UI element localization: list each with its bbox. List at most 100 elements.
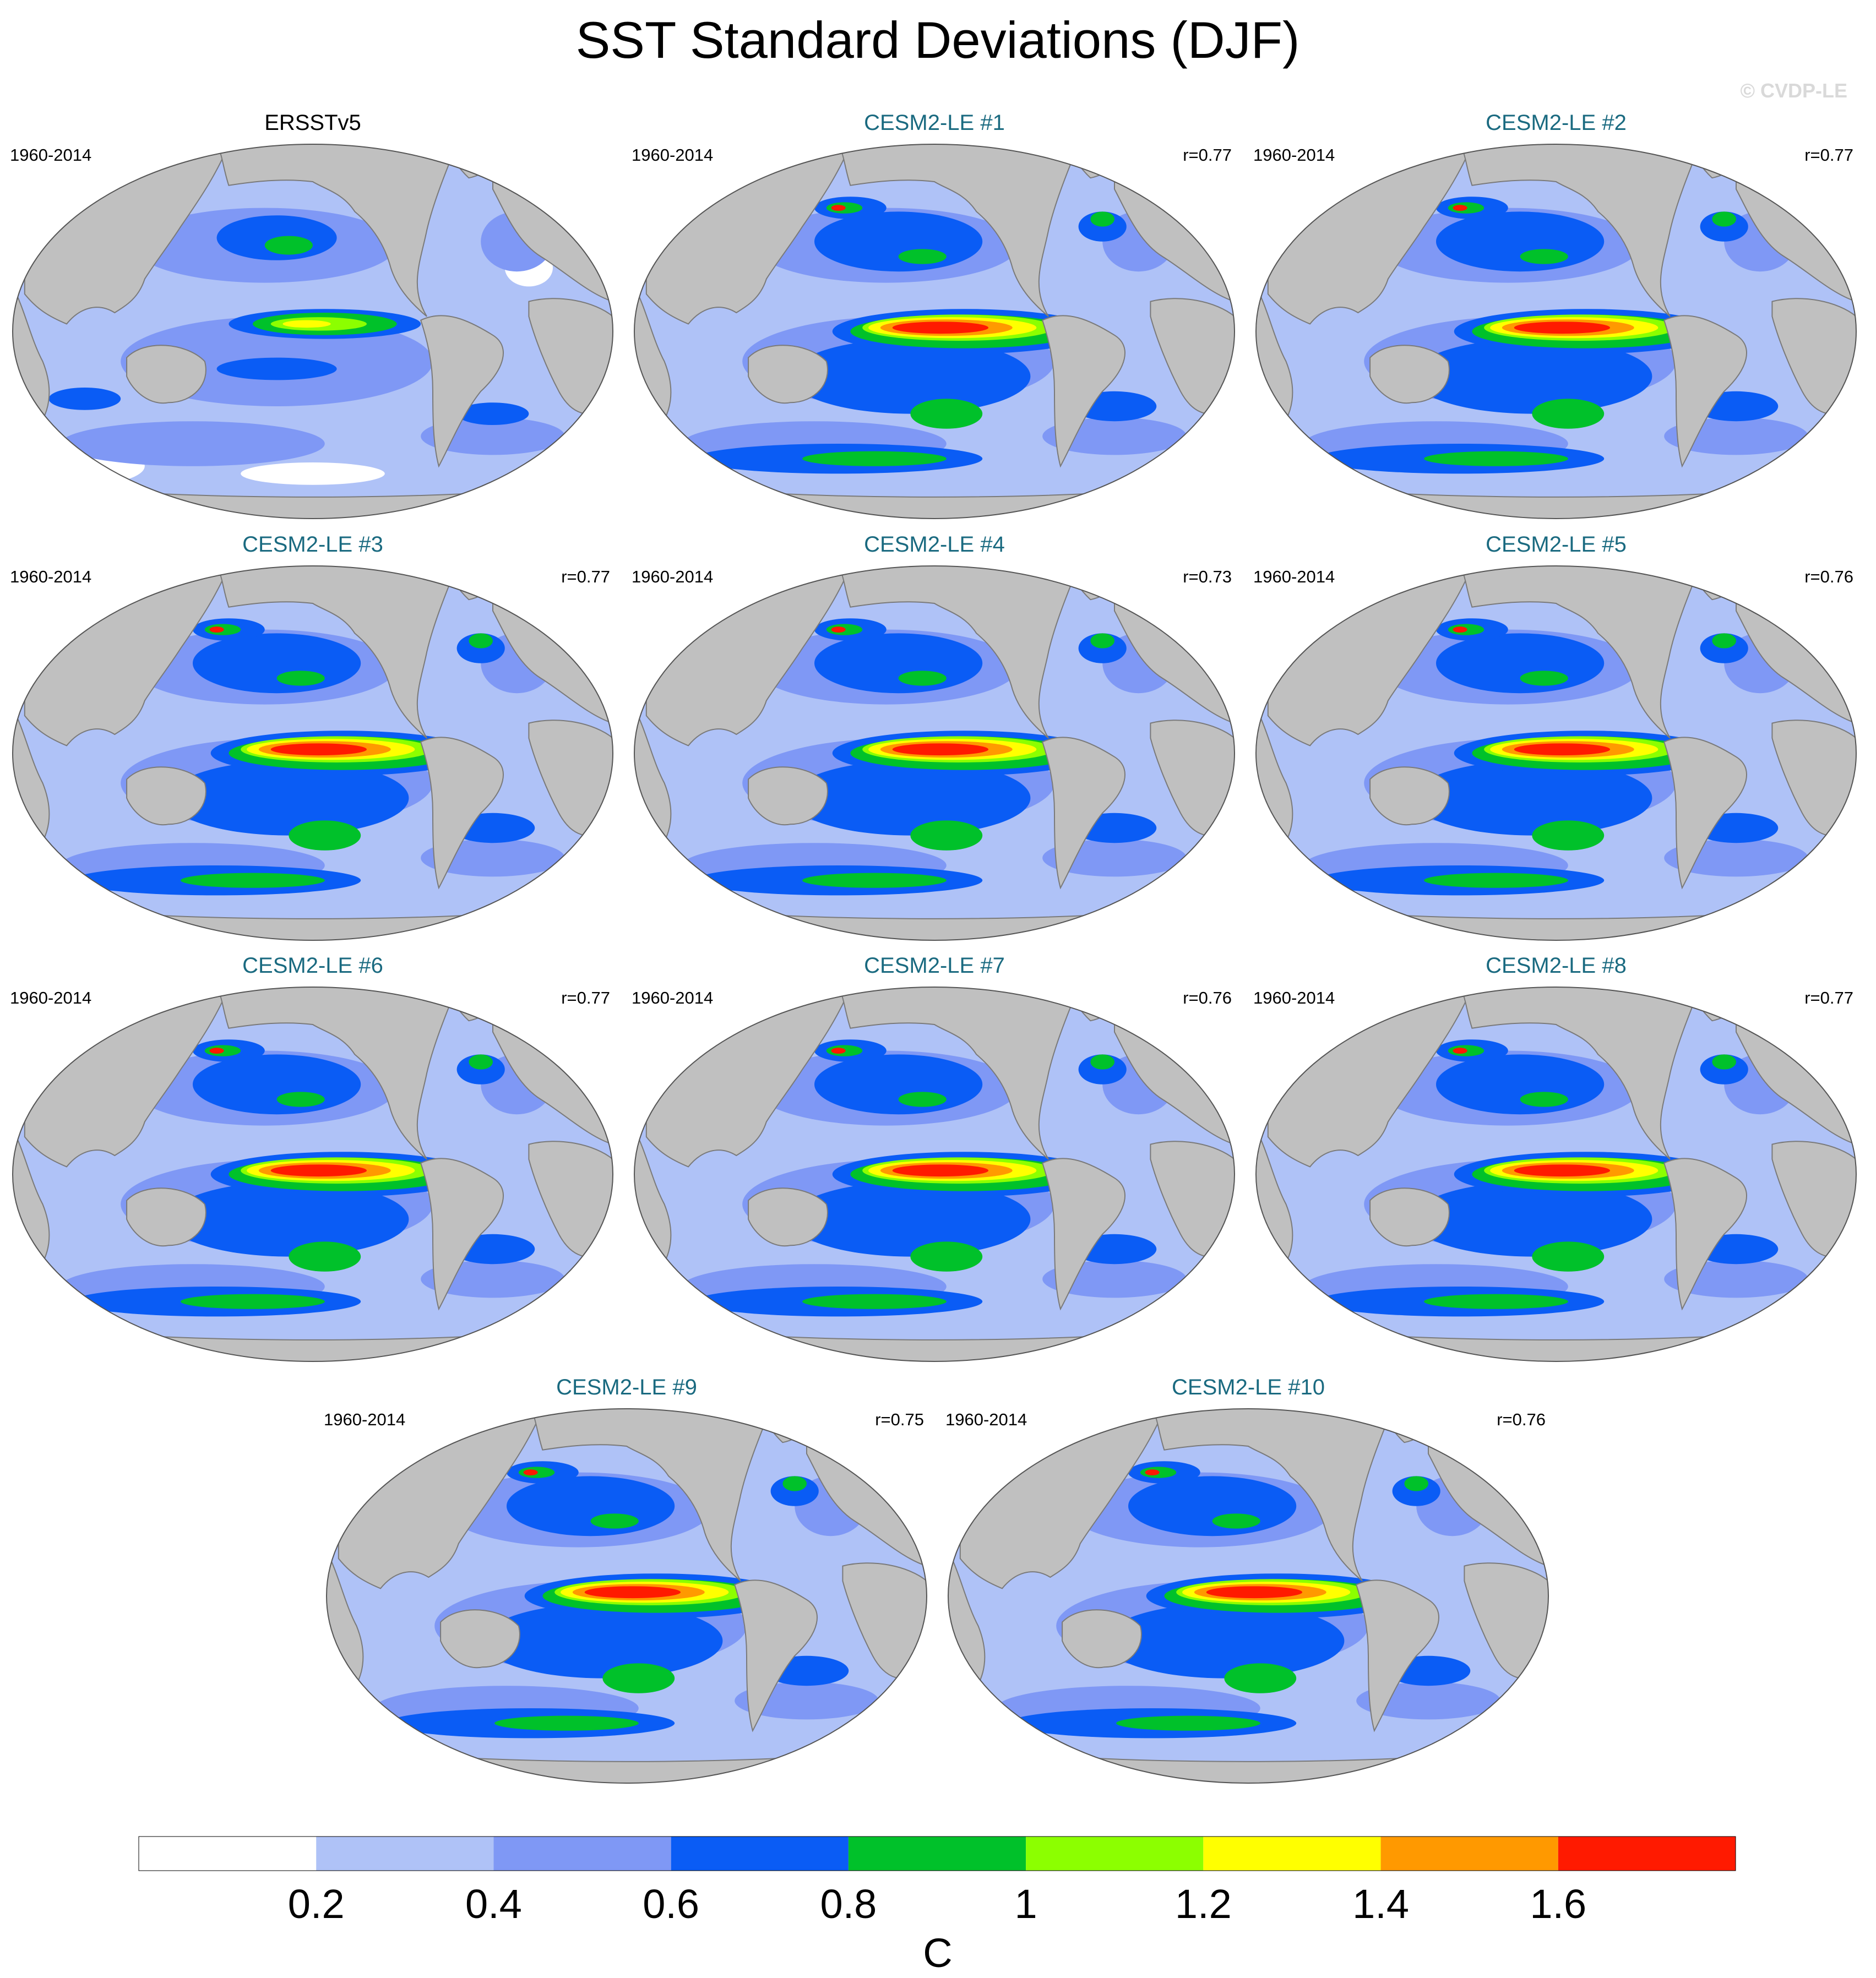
landmass [215,987,458,1160]
map-globe [1256,566,1856,940]
map-panel: CESM2-LE #5 1960-2014 r=0.76 [1253,532,1857,941]
landmass [1663,737,1747,890]
landmass [529,1409,772,1582]
landmass [1041,315,1125,468]
globe-outline [12,565,613,941]
landmass [420,737,504,890]
panel-title: CESM2-LE #1 [864,111,1005,135]
colorbar-swatch [671,1837,849,1871]
landmass [420,315,504,468]
map-globe [327,1409,927,1783]
landmass [748,766,828,826]
landmass [528,720,613,837]
globe-outline [12,144,613,519]
globe-outline [326,1408,927,1784]
panel-title: ERSSTv5 [264,111,361,135]
panel-correlation: r=0.76 [1497,1410,1546,1429]
landmass [1041,1158,1125,1311]
globe-outline [1255,565,1857,941]
colorbar-tick-label: 0.8 [820,1881,877,1927]
globe-outline [634,987,1235,1362]
landmass [1355,1579,1439,1732]
panel-correlation: r=0.76 [1183,988,1232,1007]
colorbar-tick-label: 1 [1015,1881,1037,1927]
landmass [420,1158,504,1311]
landmass [1150,720,1235,837]
panel-title: CESM2-LE #8 [1486,953,1627,978]
map-panel: CESM2-LE #2 1960-2014 r=0.77 [1253,111,1857,519]
colorbar-swatch [139,1837,317,1871]
landmass [126,766,206,826]
panel-correlation: r=0.77 [1804,145,1853,165]
panel-period: 1960-2014 [1253,145,1335,165]
panel-period: 1960-2014 [632,988,713,1007]
colorbar-swatch [1026,1837,1204,1871]
landmass [1459,566,1701,739]
map-globe [13,987,613,1361]
panel-period: 1960-2014 [10,988,91,1007]
panel-title: CESM2-LE #7 [864,953,1005,978]
landmass [1062,1609,1142,1669]
landmass [1369,766,1450,826]
landmass [1464,1562,1548,1680]
colorbar-swatch [493,1837,671,1871]
map-panel: CESM2-LE #7 1960-2014 r=0.76 [632,953,1235,1362]
landmass [1150,298,1235,415]
panel-title: CESM2-LE #2 [1486,111,1627,135]
map-panels: ERSSTv5 1960-2014 CESM2-LE #1 1960-2014 r=0.… [10,111,1857,1784]
globe-outline [1255,987,1857,1362]
landmass [1459,987,1701,1160]
landmass [1150,1141,1235,1258]
figure-title: SST Standard Deviations (DJF) [576,11,1300,69]
map-globe [634,144,1235,519]
panel-correlation: r=0.77 [1804,988,1853,1007]
map-panel: CESM2-LE #10 1960-2014 r=0.76 [945,1375,1549,1784]
map-globe [634,987,1235,1361]
landmass [528,298,613,415]
map-panel: CESM2-LE #4 1960-2014 r=0.73 [632,532,1235,941]
landmass [837,566,1080,739]
panel-correlation: r=0.77 [561,567,610,586]
colorbar-swatch [1380,1837,1558,1871]
colorbar-swatch [1558,1837,1736,1871]
landmass [1771,298,1856,415]
landmass [1771,1141,1856,1258]
map-panel: CESM2-LE #8 1960-2014 r=0.77 [1253,953,1857,1362]
panel-title: CESM2-LE #9 [556,1375,697,1399]
map-panel: CESM2-LE #3 1960-2014 r=0.77 [10,532,613,941]
panel-period: 1960-2014 [1253,567,1335,586]
landmass [837,987,1080,1160]
colorbar: 0.2 0.4 0.6 0.8 1 1.2 1.4 1.6 [138,1836,1736,1927]
panel-title: CESM2-LE #4 [864,532,1005,557]
cvdp-watermark: © CVDP-LE [1740,79,1847,102]
panel-period: 1960-2014 [10,145,91,165]
panel-correlation: r=0.77 [561,988,610,1007]
landmass [1041,737,1125,890]
landmass [837,144,1080,317]
globe-outline [634,565,1235,941]
landmass [215,566,458,739]
map-panel: CESM2-LE #6 1960-2014 r=0.77 [10,953,613,1362]
colorbar-swatch [316,1837,494,1871]
landmass [1663,315,1747,468]
colorbar-swatch [1203,1837,1381,1871]
landmass [215,144,458,317]
map-globe [1256,987,1856,1361]
panel-period: 1960-2014 [632,145,713,165]
panel-correlation: r=0.77 [1183,145,1232,165]
colorbar-tick-label: 0.4 [465,1881,522,1927]
map-panel: CESM2-LE #9 1960-2014 r=0.75 [324,1375,927,1784]
panel-correlation: r=0.73 [1183,567,1232,586]
globe-outline [1255,144,1857,519]
panel-title: CESM2-LE #3 [242,532,383,557]
globe-outline [12,987,613,1362]
colorbar-tick-label: 0.2 [288,1881,345,1927]
panel-period: 1960-2014 [10,567,91,586]
landmass [1771,720,1856,837]
panel-title: CESM2-LE #10 [1172,1375,1325,1399]
landmass [1459,144,1701,317]
landmass [1663,1158,1747,1311]
globe-outline [948,1408,1549,1784]
panel-title: CESM2-LE #6 [242,953,383,978]
